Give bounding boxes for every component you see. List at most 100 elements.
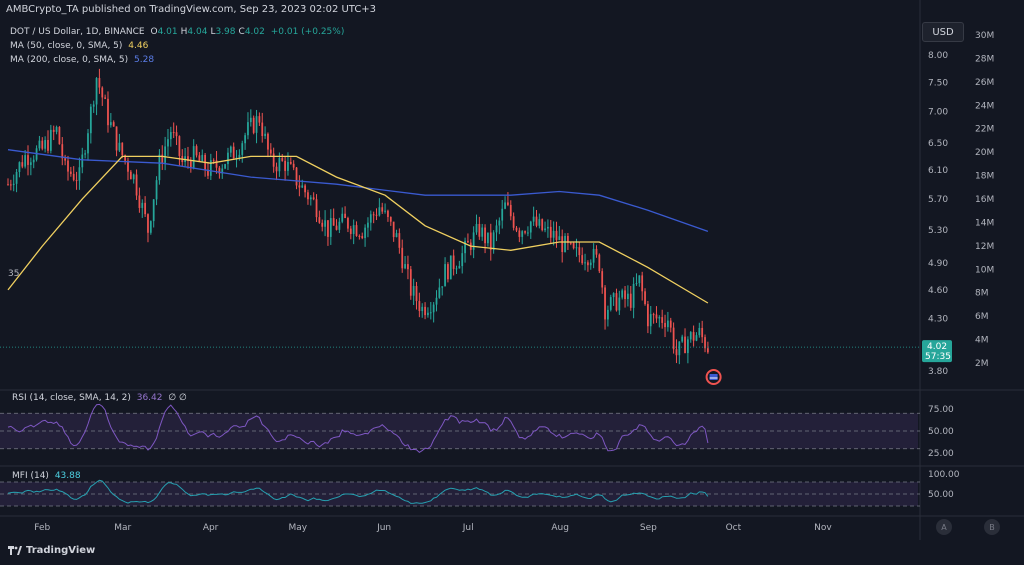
candle-body: [118, 142, 121, 151]
candle-body: [258, 116, 261, 123]
candles-group: [7, 68, 709, 365]
candle-body: [324, 220, 326, 227]
candle-body: [144, 202, 147, 215]
candle-body: [538, 219, 541, 226]
candle-body: [584, 262, 586, 264]
candle-body: [381, 207, 384, 212]
candle-body: [601, 271, 604, 288]
candle-body: [209, 160, 212, 176]
rsi-tick-label: 25.00: [928, 449, 954, 459]
candle-body: [652, 314, 655, 316]
volume-tick-label: 12M: [975, 242, 994, 252]
candle-body: [644, 291, 646, 305]
candle-body: [569, 242, 572, 244]
volume-tick-label: 24M: [975, 101, 994, 111]
candle-body: [498, 220, 501, 226]
currency-button[interactable]: USD: [922, 22, 964, 42]
candle-body: [621, 290, 624, 298]
candle-body: [309, 197, 312, 200]
candle-body: [75, 179, 78, 181]
candle-body: [698, 327, 701, 336]
candle-body: [704, 337, 706, 349]
mfi-legend[interactable]: MFI (14) 43.88: [12, 471, 81, 481]
candle-body: [629, 293, 632, 308]
rsi-line: [7, 403, 709, 454]
ohlc-key-o: O: [150, 27, 158, 37]
candle-body: [695, 335, 698, 341]
price-badge-value: 4.02: [927, 342, 947, 352]
candle-body: [61, 144, 64, 159]
candle-body: [284, 160, 286, 171]
ohlc-value-l: 3.98: [215, 27, 236, 37]
candle-body: [635, 283, 638, 285]
mfi-label: MFI (14): [12, 471, 49, 481]
candle-body: [481, 227, 484, 237]
rsi-legend[interactable]: RSI (14, close, SMA, 14, 2) 36.42 ∅ ∅: [12, 393, 187, 403]
candle-body: [464, 240, 466, 254]
candle-body: [267, 133, 269, 150]
candle-body: [295, 167, 298, 186]
candle-body: [555, 230, 558, 241]
candle-body: [655, 314, 658, 319]
candle-body: [167, 139, 169, 147]
candle-body: [241, 143, 244, 155]
candle-body: [532, 216, 535, 222]
candle-body: [358, 235, 361, 237]
ohlc-value-h: 4.04: [187, 27, 208, 37]
candle-body: [512, 216, 515, 228]
candle-body: [418, 301, 421, 312]
candle-body: [444, 264, 446, 287]
candle-body: [41, 140, 44, 149]
candle-body: [527, 232, 529, 234]
candle-body: [615, 293, 618, 311]
candle-body: [581, 255, 584, 264]
candle-body: [278, 158, 281, 172]
candle-body: [227, 152, 229, 165]
candle-body: [289, 161, 292, 164]
candle-body: [632, 283, 635, 308]
candle-body: [409, 269, 412, 296]
candle-body: [109, 122, 112, 126]
tradingview-brand[interactable]: TradingView: [8, 545, 95, 556]
scale-b-button[interactable]: B: [984, 519, 1000, 535]
candle-body: [649, 314, 652, 327]
candle-body: [232, 146, 235, 159]
rsi-label: RSI (14, close, SMA, 14, 2): [12, 393, 131, 403]
candle-body: [561, 236, 564, 253]
candle-body: [395, 233, 398, 238]
candle-body: [38, 140, 41, 149]
candle-body: [384, 210, 386, 212]
candle-body: [344, 213, 346, 219]
candle-body: [252, 117, 255, 133]
ma200-legend-row[interactable]: MA (200, close, 0, SMA, 5) 5.28: [10, 53, 344, 67]
ma50-legend-row[interactable]: MA (50, close, 0, SMA, 5) 4.46: [10, 39, 344, 53]
price-tick-label: 3.80: [928, 367, 948, 377]
candle-body: [307, 192, 309, 200]
candle-body: [578, 247, 581, 256]
candle-body: [587, 262, 589, 266]
candle-body: [198, 155, 201, 162]
candle-body: [541, 219, 544, 231]
candle-body: [169, 132, 172, 140]
candle-body: [515, 227, 518, 231]
candle-body: [275, 166, 278, 172]
candle-body: [529, 221, 532, 233]
candle-body: [84, 153, 87, 155]
candle-body: [21, 162, 24, 167]
ohlc-values: O4.01 H4.04 L3.98 C4.02: [147, 27, 264, 37]
symbol-title[interactable]: DOT / US Dollar, 1D, BINANCE: [10, 27, 145, 37]
candle-body: [255, 116, 258, 133]
candle-body: [347, 218, 349, 229]
candle-body: [98, 78, 101, 88]
volume-tick-label: 6M: [975, 312, 989, 322]
candle-body: [24, 155, 27, 167]
candle-body: [429, 312, 432, 314]
candle-body: [675, 349, 678, 356]
candle-body: [49, 129, 52, 151]
volume-tick-label: 22M: [975, 125, 994, 135]
auto-scale-button[interactable]: A: [936, 519, 952, 535]
candle-body: [638, 275, 641, 284]
x-tick-label: Aug: [551, 523, 569, 533]
candle-body: [104, 97, 107, 99]
